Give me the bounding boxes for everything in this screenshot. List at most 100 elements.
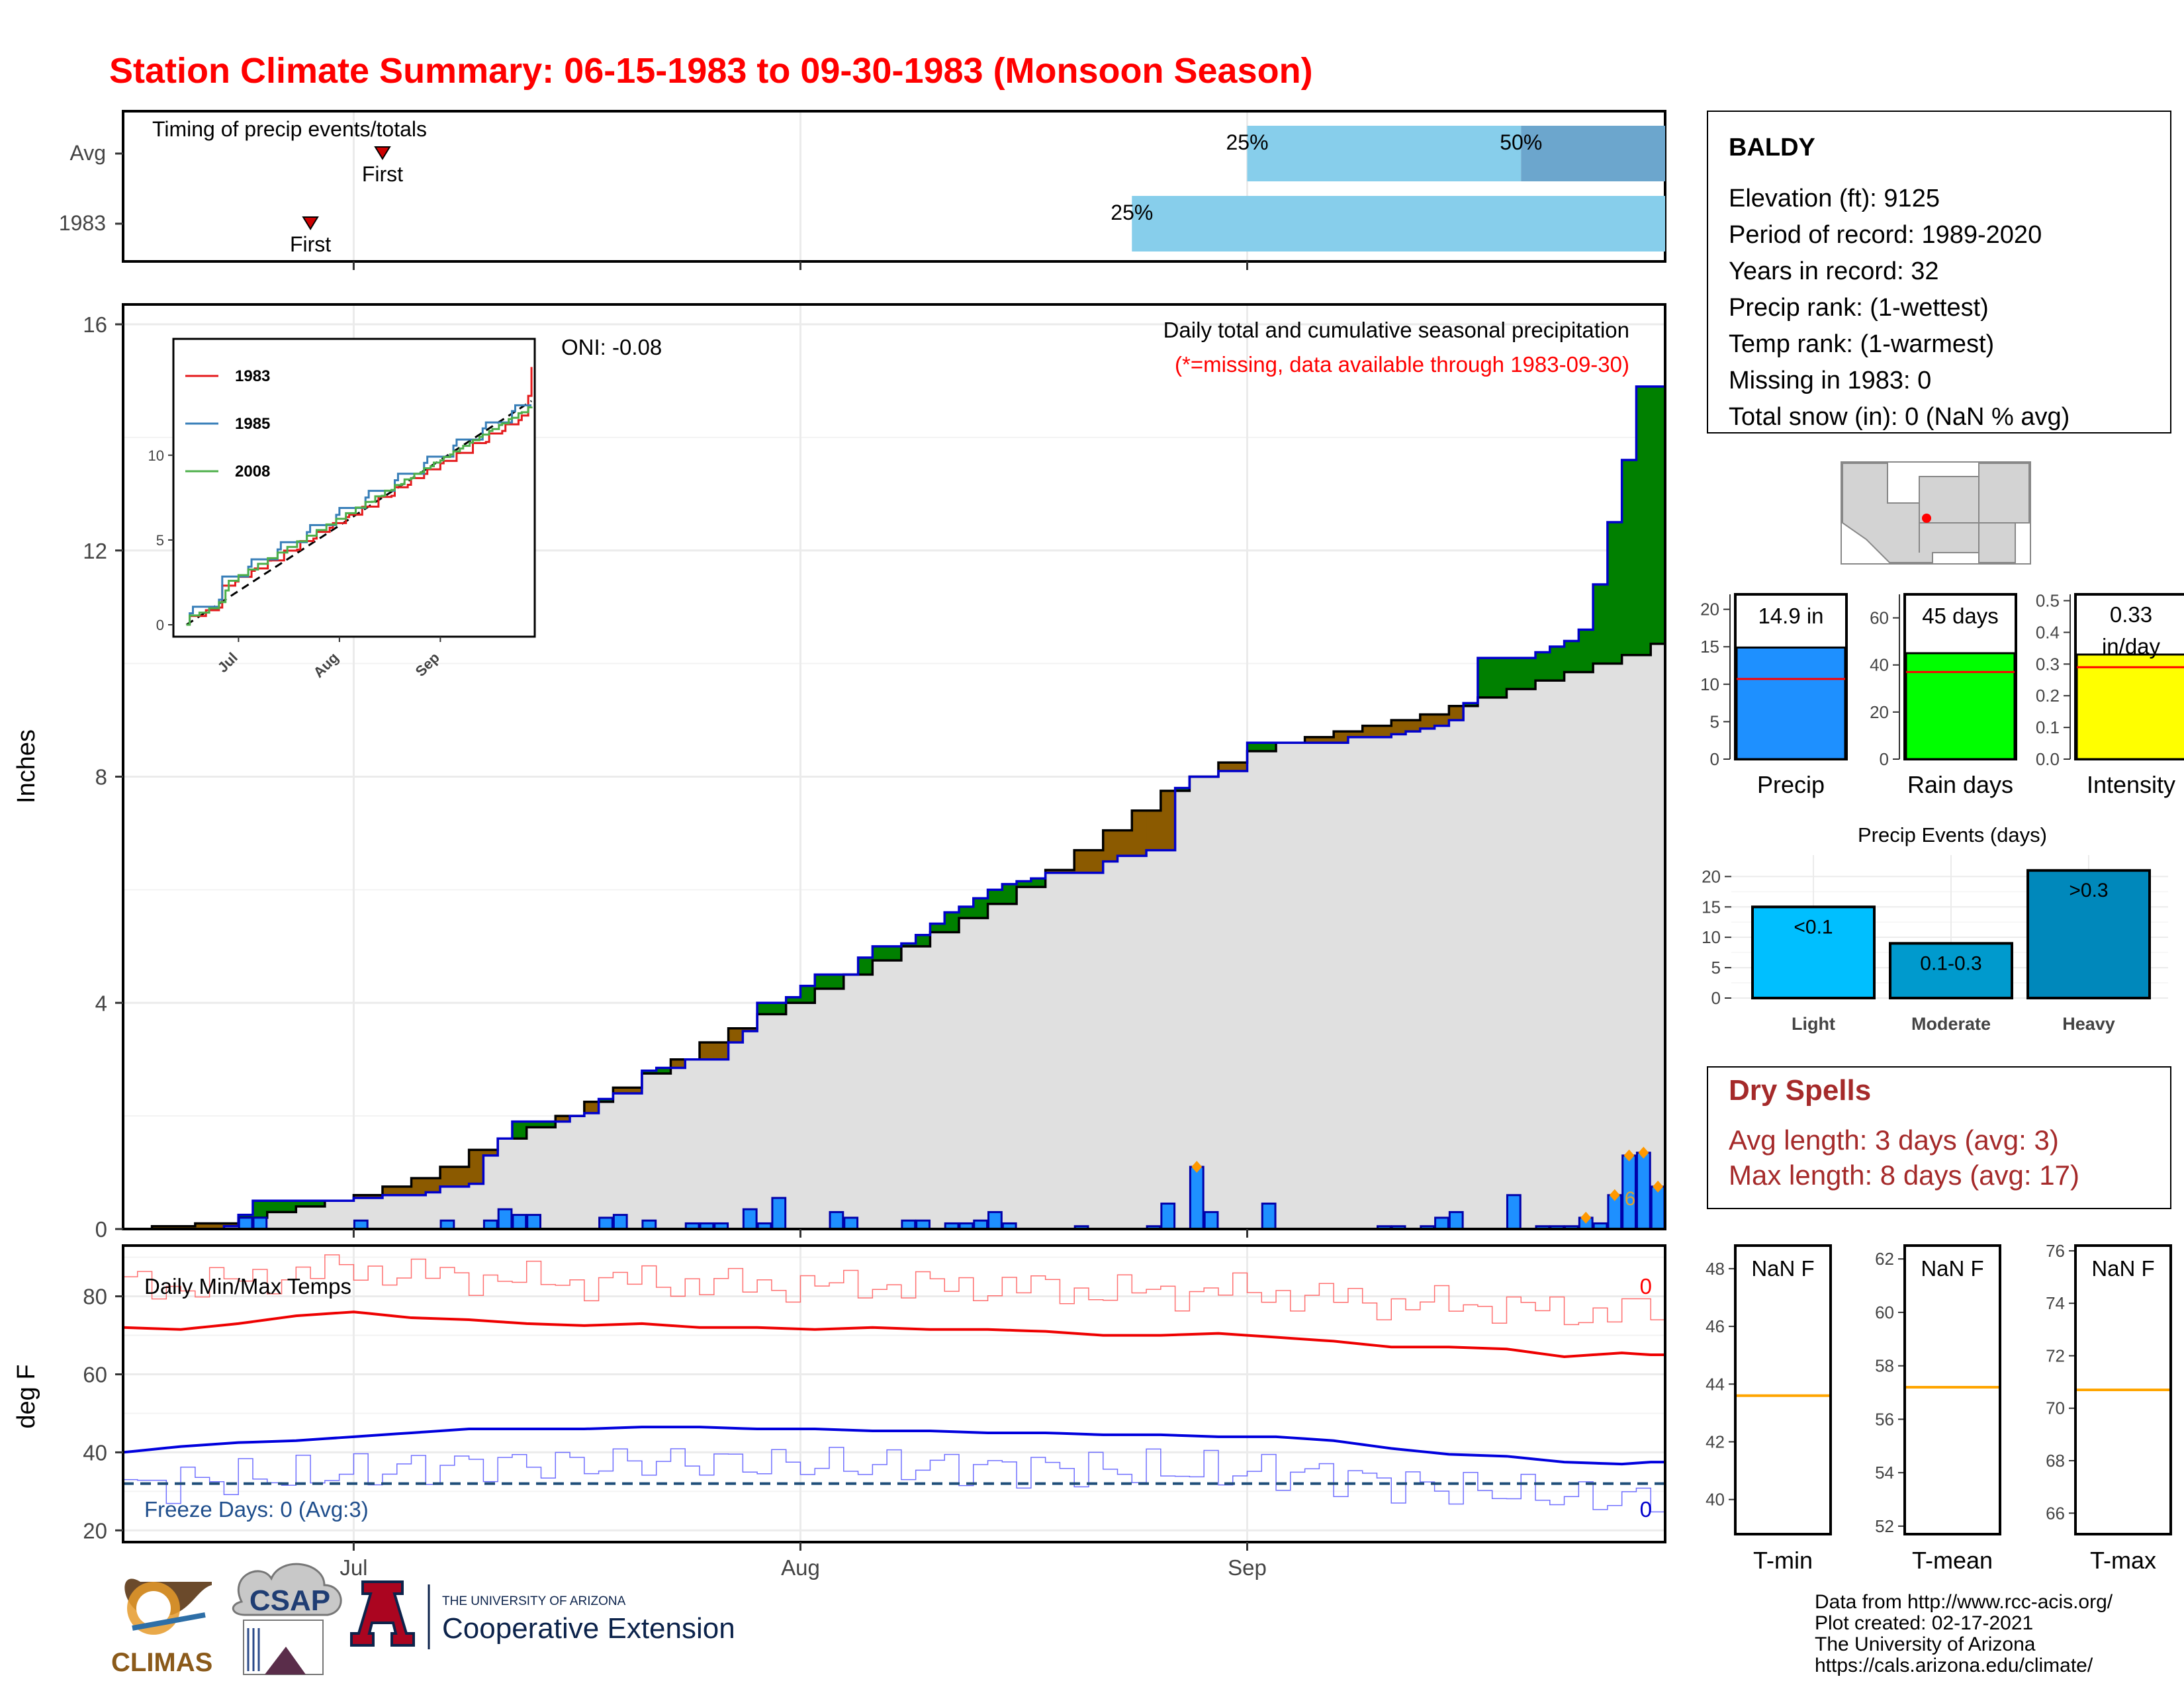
summary-ytick-label: 0 [1710, 749, 1719, 769]
below-average-block [181, 1226, 196, 1229]
summary-ytick-label: 0.1 [2036, 717, 2060, 737]
inset-frame [172, 338, 536, 638]
daily-precip-flag [1638, 1146, 1649, 1159]
daily-precip-bar [612, 1214, 628, 1230]
summary-ytick-label: 40 [1870, 655, 1889, 675]
first-event-marker [302, 216, 319, 230]
events-ytick-label: 10 [1702, 927, 1721, 947]
events-bar [2026, 869, 2151, 999]
summary-value-label: 45 days [1922, 604, 1999, 628]
below-average-block [1088, 850, 1104, 873]
climas-logo-swoosh [132, 1612, 206, 1631]
above-average-block [310, 1201, 326, 1207]
summary-ytick-label: 0.0 [2036, 749, 2060, 769]
daily-precip-bar [829, 1211, 844, 1230]
record-max-temp-line [123, 1254, 1665, 1326]
temp-summary-ytick-label: 74 [2046, 1293, 2065, 1313]
below-average-block [1319, 737, 1334, 743]
daily-precip-bar [1203, 1211, 1219, 1230]
above-average-block [1651, 386, 1666, 644]
precip-ytick-label: 16 [83, 312, 107, 337]
above-average-block [958, 907, 974, 919]
temp-summary-ytick-label: 68 [2046, 1451, 2065, 1471]
temp-xtick-label: Jul [340, 1555, 367, 1580]
summary-ytick-label: 15 [1700, 637, 1719, 657]
events-ytick-label: 5 [1711, 958, 1721, 978]
below-average-block [1103, 830, 1118, 862]
above-average-block [1607, 522, 1623, 664]
footer-credits: Data from http://www.rcc-acis.org/ Plot … [1815, 1591, 2113, 1676]
above-average-block [1030, 878, 1046, 888]
summary-bar [1735, 646, 1846, 760]
temp-summary-value-label: NaN F [2091, 1256, 2154, 1281]
inset-legend-label: 2008 [235, 463, 270, 480]
precip-chart-title: Daily total and cumulative seasonal prec… [1163, 318, 1629, 342]
below-average-block [396, 1186, 412, 1195]
daily-precip-flag [1580, 1211, 1592, 1224]
temp-ytick-label: 60 [83, 1363, 107, 1387]
inset-ytick-label: 10 [148, 447, 164, 464]
station-elevation: Elevation (ft): 9125 [1729, 185, 1940, 212]
events-category-label: Light [1792, 1014, 1835, 1034]
daily-precip-bar [742, 1208, 758, 1230]
below-average-block [469, 1150, 484, 1184]
above-average-block [800, 985, 815, 1003]
daily-precip-bar [1506, 1194, 1522, 1230]
above-average-block [786, 997, 801, 1003]
temp-ytick-label: 20 [83, 1518, 107, 1543]
below-average-block [166, 1226, 181, 1229]
max-count-label: 0 [1640, 1274, 1652, 1299]
locator-map-borders [1887, 463, 2015, 563]
temp-summary-ytick-label: 66 [2046, 1503, 2065, 1523]
below-average-block [555, 1116, 570, 1122]
summary-ytick-label: 0.2 [2036, 686, 2060, 706]
summary-ytick-label: 5 [1710, 711, 1719, 731]
temp-frame [122, 1244, 1666, 1543]
above-average-block [915, 935, 931, 946]
daily-precip-bar [1261, 1203, 1277, 1230]
temp-summary-ytick-label: 76 [2046, 1241, 2065, 1261]
below-average-block [368, 1195, 383, 1199]
below-average-block [1362, 725, 1377, 737]
temp-summary-ytick-label: 60 [1875, 1303, 1894, 1322]
above-average-block [987, 890, 1003, 904]
summary-bar-name: Intensity [2087, 771, 2175, 798]
station-snow: Total snow (in): 0 (NaN % avg) [1729, 403, 2070, 431]
climas-logo: CLIMAS [111, 1578, 212, 1677]
first-event-label: First [290, 232, 331, 256]
precip-ytick-label: 0 [95, 1217, 107, 1242]
summary-ytick-label: 0.4 [2036, 622, 2060, 642]
below-average-block [1218, 762, 1234, 771]
temp-summary-bars: 40 42 44 46 48 NaN F T-min 52 54 56 58 60 62 NaN F T-m… [1706, 1241, 2172, 1574]
summary-ytick-label: 20 [1870, 702, 1889, 722]
precip-ylabel: Inches [13, 729, 40, 803]
above-average-block [973, 898, 989, 919]
station-precip-rank: Precip rank: (1-wettest) [1729, 294, 1989, 322]
precip-events-chart: Precip Events (days) 0 5 10 15 20 <0.1 Light 0.… [1702, 823, 2168, 1034]
precip-ytick-label: 8 [95, 765, 107, 790]
above-average-block [281, 1201, 296, 1212]
temp-ytick-label: 40 [83, 1440, 107, 1465]
precip-ytick-label: 12 [83, 539, 107, 563]
average-cumulative-line [123, 642, 1665, 1230]
summary-bar [1905, 652, 2016, 760]
station-years: Years in record: 32 [1729, 257, 1939, 285]
temp-plot-bg [123, 1246, 1665, 1542]
below-average-block [1391, 720, 1406, 735]
footer-line-3: The University of Arizona [1815, 1633, 2036, 1655]
above-average-block [1593, 584, 1608, 664]
inset-bg [173, 339, 535, 637]
above-average-block [1578, 629, 1594, 672]
below-average-block [1304, 737, 1320, 743]
inset-legend-label: 1983 [235, 367, 270, 385]
daily-precip-flag [1191, 1161, 1203, 1173]
daily-precip-flag [1623, 1149, 1635, 1162]
summary-ytick-label: 10 [1700, 674, 1719, 694]
inset-series-line [186, 406, 533, 626]
ua-logo-small-text: THE UNIVERSITY OF ARIZONA [442, 1594, 626, 1608]
above-average-block [1492, 658, 1507, 698]
cumulative-1983-line [123, 385, 1665, 1230]
